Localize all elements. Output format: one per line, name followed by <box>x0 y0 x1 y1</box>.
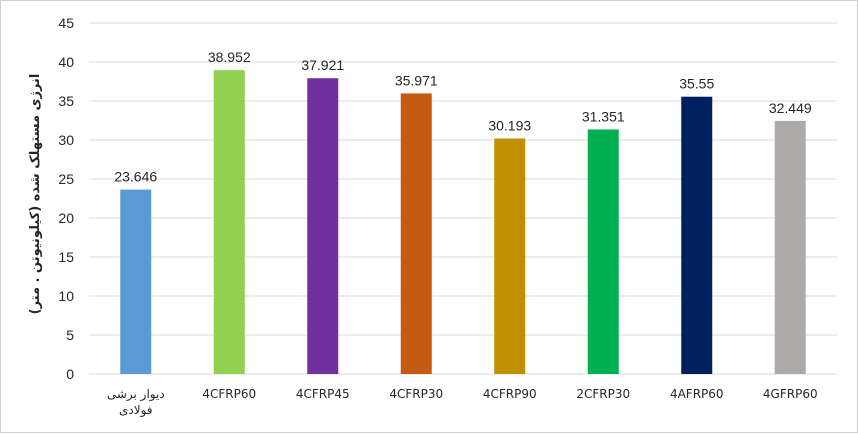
bar <box>213 70 245 374</box>
data-label: 23.646 <box>114 169 157 185</box>
x-category-label: 4AFRP60 <box>670 387 724 401</box>
x-category-label: 4CFRP60 <box>202 387 256 401</box>
data-label: 32.449 <box>769 100 812 116</box>
y-tick-label: 35 <box>58 93 74 109</box>
y-tick-label: 20 <box>58 210 74 226</box>
x-category-label: 2CFRP30 <box>576 387 630 401</box>
y-axis-ticks: 0 5 10 15 20 25 30 35 40 45 <box>58 15 74 382</box>
x-category-label: 4CFRP30 <box>389 387 443 401</box>
y-axis-label: انرژی مستهلک شده (کیلونیوتن . متر) <box>28 74 43 315</box>
bar <box>587 129 619 374</box>
bar <box>307 78 339 375</box>
y-tick-label: 10 <box>58 288 74 304</box>
bar <box>774 120 806 374</box>
data-label: 31.351 <box>582 108 625 124</box>
bar <box>681 96 713 375</box>
data-labels: 23.646 38.952 37.921 35.971 30.193 31.351 35.5… <box>114 49 812 184</box>
x-category-label: 4CFRP90 <box>483 387 537 401</box>
data-label: 37.921 <box>301 57 344 73</box>
data-label: 38.952 <box>208 49 251 65</box>
y-tick-label: 45 <box>58 15 74 31</box>
x-category-label: 4CFRP45 <box>296 387 350 401</box>
y-tick-label: 0 <box>66 366 74 382</box>
y-tick-label: 25 <box>58 171 74 187</box>
data-label: 35.55 <box>679 76 714 92</box>
bar <box>494 138 526 374</box>
bar <box>400 93 432 374</box>
bar <box>120 189 152 374</box>
data-label: 35.971 <box>395 72 438 88</box>
x-category-label: دیوار برشی <box>107 387 165 402</box>
y-tick-label: 30 <box>58 132 74 148</box>
x-category-label: فولادی <box>119 403 153 418</box>
y-tick-label: 15 <box>58 249 74 265</box>
bars <box>120 70 806 375</box>
y-tick-label: 40 <box>58 54 74 70</box>
data-label: 30.193 <box>488 117 531 133</box>
gridlines <box>89 22 837 375</box>
y-tick-label: 5 <box>66 327 74 343</box>
x-category-label: 4GFRP60 <box>763 387 818 401</box>
